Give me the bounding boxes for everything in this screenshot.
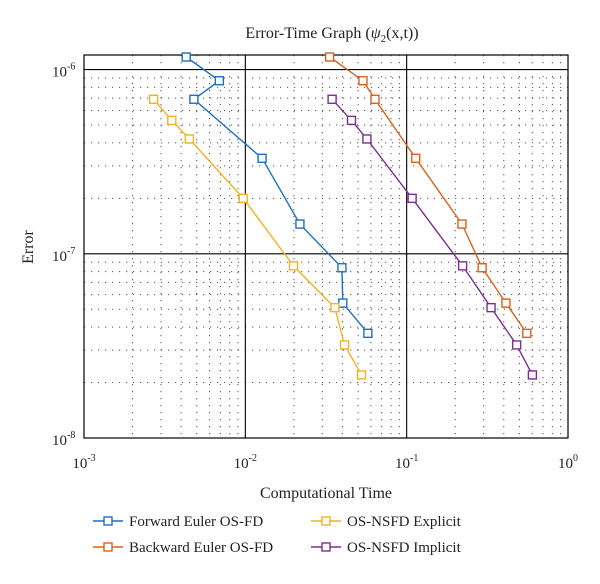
x-tick-label: 10-3: [72, 453, 95, 472]
series-1-point: [338, 298, 348, 308]
minor-grid: [84, 55, 568, 438]
series-2-point: [411, 153, 421, 163]
series-3-point: [339, 340, 350, 350]
major-grid: [84, 55, 568, 438]
series-1-point: [295, 219, 305, 229]
series-1-point: [189, 94, 199, 104]
series-4-point: [486, 302, 496, 313]
series-2-point: [324, 52, 335, 62]
series-4-point: [457, 261, 468, 271]
series-4-point: [327, 94, 337, 104]
series-1-point: [214, 76, 225, 86]
y-tick-label: 10-7: [52, 246, 75, 265]
series-4-point: [527, 370, 538, 380]
y-axis-label: Error: [20, 229, 37, 263]
series-1-point: [337, 263, 347, 273]
legend-label: Backward Euler OS-FD: [129, 540, 273, 556]
series-3-point: [356, 370, 367, 380]
series-4-point: [346, 115, 357, 126]
series-1-point: [363, 328, 373, 339]
x-axis-label: Computational Time: [260, 485, 392, 502]
series-2-point: [477, 263, 487, 273]
y-tick-label: 10-8: [52, 430, 75, 449]
legend-marker: [103, 542, 113, 552]
x-tick-label: 100: [558, 453, 578, 472]
series-4-point: [511, 340, 522, 350]
chart-title: Error-Time Graph (ψ2(x,t)): [245, 25, 418, 45]
series-3-point: [184, 134, 195, 144]
series-1-point: [257, 153, 267, 163]
series-1-point: [181, 52, 191, 62]
series-2-point: [358, 76, 368, 86]
series-4-point: [407, 193, 417, 204]
series-3-point: [167, 115, 177, 126]
legend: Forward Euler OS-FD OS-NSFD Explicit Backw…: [93, 514, 462, 556]
legend-marker: [103, 516, 113, 526]
series-2-point: [370, 94, 380, 104]
legend-label: Forward Euler OS-FD: [129, 514, 263, 530]
y-tick-label: 10-6: [52, 62, 75, 81]
series-3-point: [238, 193, 248, 204]
legend-marker: [321, 542, 331, 552]
x-tick-label: 10-2: [234, 453, 257, 472]
series-layer: [148, 52, 538, 380]
series-4-point: [362, 134, 372, 144]
series-2-point: [457, 219, 467, 229]
legend-label: OS-NSFD Implicit: [347, 540, 462, 556]
series-3-point: [148, 94, 159, 104]
tick-labels: 10-3 10-2 10-1 100 10-8 10-7 10-6: [52, 62, 578, 472]
series-3-point: [288, 261, 299, 271]
series-2-point: [522, 328, 532, 339]
series-3-point: [330, 302, 340, 313]
series-2-point: [501, 298, 511, 308]
x-tick-label: 10-1: [395, 453, 418, 472]
legend-label: OS-NSFD Explicit: [347, 514, 462, 530]
legend-marker: [321, 516, 331, 526]
